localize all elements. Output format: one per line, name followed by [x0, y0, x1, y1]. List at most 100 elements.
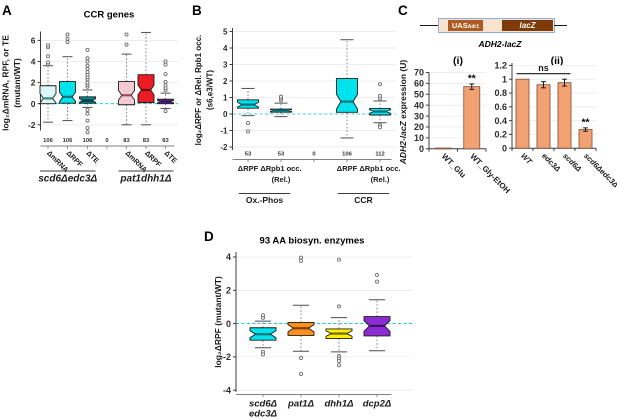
- outlier-point: [65, 32, 70, 37]
- chart-title: CCR genes: [84, 10, 135, 21]
- group-label: scd6Δedc3Δ: [38, 174, 97, 185]
- count-label: 106: [43, 138, 53, 144]
- count-label: 106: [342, 152, 352, 158]
- significance-stars: **: [582, 117, 590, 128]
- y-tick-label: 0.2: [494, 130, 507, 140]
- y-axis-title: ADH2-lacZ expression (U): [398, 60, 408, 166]
- y-tick-label: 0: [223, 110, 228, 119]
- count-label: 53: [245, 152, 252, 158]
- group-label: pat1dhh1Δ: [119, 174, 171, 185]
- x-tick-label: ΔTE: [163, 149, 180, 166]
- outlier-point: [337, 304, 342, 309]
- y-tick-label: 0.4: [494, 116, 507, 126]
- y-tick-label: 40: [414, 100, 424, 110]
- bar: [463, 86, 481, 150]
- outlier-point: [85, 63, 90, 68]
- y-tick-label: 1.2: [494, 61, 507, 71]
- outlier-point: [85, 108, 90, 113]
- boxplot-ΔTE: [157, 59, 174, 114]
- x-tick-label: ΔTE: [85, 149, 102, 166]
- outlier-point: [163, 83, 168, 88]
- y-tick-label: 4: [226, 252, 231, 262]
- uas-sub-label: Adr1: [467, 23, 480, 30]
- count-label: 83: [143, 138, 150, 144]
- chart-title: 93 AA biosyn. enzymes: [260, 236, 365, 247]
- outlier-point: [85, 47, 90, 52]
- x-tick-label: ΔRPF: [238, 164, 259, 173]
- count-label: 112: [375, 152, 384, 158]
- x-tick-label: edc3Δ: [540, 151, 562, 173]
- y-tick-label: 0: [31, 99, 36, 109]
- outlier-point: [378, 82, 383, 87]
- x-tick-label: dhh1Δ: [324, 399, 353, 410]
- x-tick-label: ΔRPF: [337, 164, 358, 173]
- subpanel-ii-label: (ii): [550, 55, 564, 67]
- outlier-point: [85, 56, 90, 61]
- construct-right-line: [554, 24, 567, 26]
- y-tick-label: 2: [226, 286, 231, 296]
- y-tick-label: 0.6: [494, 102, 507, 112]
- y-tick-label: -2: [28, 120, 36, 130]
- outlier-point: [85, 111, 90, 116]
- outlier-point: [337, 359, 342, 364]
- count-label: 106: [63, 138, 73, 144]
- lacz-label: lacZ: [519, 20, 536, 30]
- outlier-point: [85, 59, 90, 64]
- x-tick-label: ΔRpb1 occ.: [359, 164, 400, 173]
- uas-adr1-box: UAS Adr1: [448, 19, 483, 31]
- lacz-box: lacZ: [502, 19, 553, 31]
- y-tick-label: -2: [223, 352, 231, 362]
- y-tick-label: -2: [220, 143, 228, 152]
- outlier-point: [337, 257, 342, 262]
- bar: [557, 82, 572, 149]
- y-tick-label: 0: [226, 319, 231, 329]
- boxplot-ΔRPF: [137, 31, 155, 126]
- y-tick-label: -4: [223, 385, 231, 395]
- rpf-rpb1-boxplot: -2 -1 0 1 2 3 4 5 log₂ΔRPF or ΔRel. Rpb1 occ. (s6…: [194, 27, 401, 205]
- y-axis-title: log₂ΔRPF (mutant/WT): [213, 276, 223, 368]
- boxplot-ΔRpb1 occ.: [270, 94, 292, 118]
- outlier-point: [46, 54, 51, 59]
- outlier-point: [124, 32, 129, 37]
- y-tick-label: 6: [31, 35, 36, 45]
- outlier-point: [261, 352, 266, 357]
- count-label: 83: [162, 138, 169, 144]
- boxplot-ΔTE: [79, 47, 96, 135]
- x-tick-label: edc3Δ: [249, 409, 277, 419]
- outlier-point: [124, 42, 129, 47]
- bar: [515, 78, 530, 149]
- boxplot-pat1Δ: [287, 255, 315, 377]
- y-tick-label: 5: [223, 27, 228, 36]
- boxplot-ΔRPF: [336, 39, 358, 139]
- x-tick-label: WT: [519, 151, 535, 167]
- box: [336, 78, 358, 113]
- construct-caption: ADH2-lacZ: [478, 39, 522, 49]
- outlier-point: [46, 60, 51, 65]
- count-label: 0: [105, 138, 108, 144]
- x-tick-label: WT_Gly-EtOH: [468, 152, 512, 196]
- boxplot-ΔmRNA: [39, 43, 57, 123]
- outlier-point: [337, 363, 342, 368]
- outlier-point: [163, 62, 168, 67]
- y-tick-label: 1: [223, 93, 228, 102]
- outlier-point: [279, 94, 284, 99]
- boxplot-dhh1Δ: [325, 257, 353, 368]
- x-tick-label: (Rel.): [371, 175, 390, 184]
- count-label: 83: [123, 138, 130, 144]
- y-tick-label: 70: [414, 68, 424, 78]
- box: [118, 81, 135, 106]
- bar: [578, 129, 593, 149]
- y-tick-label: 4: [223, 44, 228, 53]
- outlier-point: [299, 255, 304, 260]
- x-tick-label: WT_Glu: [440, 152, 468, 180]
- outlier-point: [299, 372, 304, 377]
- x-tick-label: scd6Δ: [249, 399, 277, 410]
- outlier-point: [163, 72, 168, 77]
- panel-d-letter: D: [204, 229, 214, 244]
- outlier-point: [65, 39, 70, 44]
- y-tick-label: 0: [502, 143, 507, 153]
- aa-biosyn-boxplot: -4 -2 0 2 4 log₂ΔRPF (mutant/WT) 93 AA biosyn.…: [213, 236, 412, 419]
- outlier-point: [163, 80, 168, 85]
